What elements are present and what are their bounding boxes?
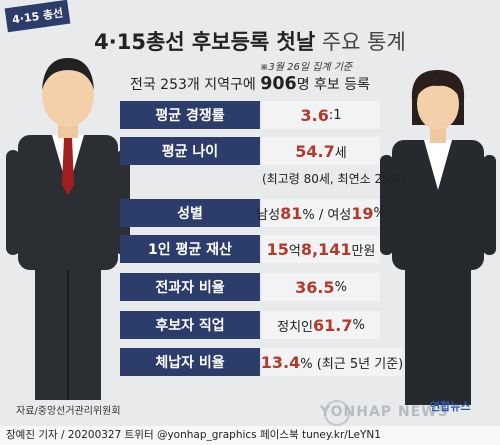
emphasis: 8,141 (300, 239, 352, 259)
row-sub: (최고령 80세, 최연소 25세) (262, 172, 406, 186)
row-value: 15 억 8,141 만원 (262, 235, 380, 263)
text: 세 (334, 145, 347, 161)
watermark-icon (324, 400, 350, 426)
source: 자료/중앙선거관리위원회 (16, 406, 121, 417)
emphasis: 61.7 (313, 315, 353, 335)
row-label: 성별 (120, 199, 260, 227)
female-figure (380, 70, 496, 405)
text: % (최근 5년 기준) (300, 356, 404, 372)
text: % (352, 317, 365, 333)
row-value: 36.5% (262, 273, 380, 301)
emphasis: 15 (266, 239, 289, 259)
emphasis: 54.7 (295, 141, 335, 161)
footer: 장예진 기자 / 20200327 트위터 @yonhap_graphics 페… (0, 426, 500, 445)
emphasis: 13.4 (260, 352, 301, 372)
summary: 전국 253개 지역구에 906명 후보 등록 (0, 74, 500, 94)
row-label: 전과자 비율 (120, 273, 260, 301)
row-label: 평균 나이 (120, 137, 260, 165)
text: 명 후보 등록 (296, 77, 371, 93)
row-label: 1인 평균 재산 (120, 235, 260, 263)
text: 남성 (256, 207, 281, 223)
emphasis: 81 (280, 203, 303, 223)
row-label: 후보자 직업 (120, 311, 260, 339)
male-figure (6, 58, 130, 400)
row-value: 정치인 61.7% (262, 311, 380, 339)
note: ※3월 26일 집계 기준 (260, 62, 353, 73)
logo: 연합뉴스 (430, 400, 471, 413)
title-rest: 주요 통계 (315, 30, 406, 54)
text: 만원 (351, 243, 376, 259)
row-label: 체납자 비율 (120, 348, 260, 376)
emphasis: 3.6 (300, 105, 329, 125)
emphasis: 19 (351, 203, 374, 223)
text: % (373, 205, 386, 221)
row-value: 남성 81% / 여성 19% (256, 199, 386, 227)
row-value: 13.4% (최근 5년 기준) (260, 348, 404, 376)
text: 전국 253개 지역구에 (129, 77, 261, 93)
text: 정치인 (277, 319, 314, 335)
text: 억 (288, 243, 301, 259)
watermark: YONHAP NEWS (320, 404, 449, 420)
text: % / 여성 (302, 207, 352, 223)
title: 4·15총선 후보등록 첫날 주요 통계 (0, 26, 500, 56)
text: :1 (328, 107, 342, 123)
row-label: 평균 경쟁률 (120, 101, 260, 129)
emphasis: 36.5 (295, 277, 335, 297)
row-value: 54.7 세 (262, 137, 380, 165)
title-main: 4·15총선 후보등록 첫날 (94, 30, 316, 54)
row-value: 3.6:1 (262, 101, 380, 129)
text: % (334, 279, 347, 295)
emphasis: 906 (260, 74, 297, 94)
